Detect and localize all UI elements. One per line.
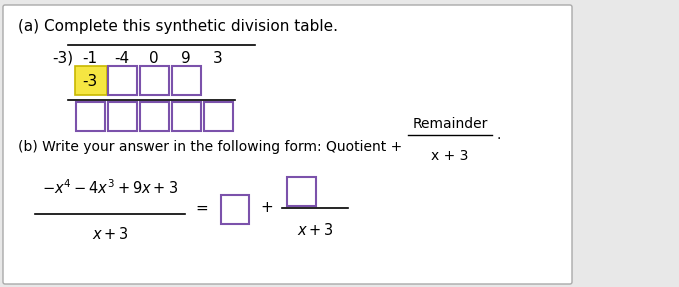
- Text: 9: 9: [181, 51, 191, 65]
- Text: $x + 3$: $x + 3$: [92, 226, 128, 242]
- Text: (b) Write your answer in the following form: Quotient +: (b) Write your answer in the following f…: [18, 140, 402, 154]
- Text: +: +: [260, 201, 273, 216]
- FancyBboxPatch shape: [76, 102, 105, 131]
- Text: -3): -3): [52, 51, 73, 65]
- FancyBboxPatch shape: [3, 5, 572, 284]
- Text: x + 3: x + 3: [431, 149, 469, 163]
- Text: $-x^4 - 4x^3 + 9x + 3$: $-x^4 - 4x^3 + 9x + 3$: [42, 178, 178, 197]
- FancyBboxPatch shape: [204, 102, 233, 131]
- Text: 0: 0: [149, 51, 159, 65]
- FancyBboxPatch shape: [140, 102, 169, 131]
- FancyBboxPatch shape: [140, 66, 169, 95]
- Text: =: =: [195, 201, 208, 216]
- Text: -1: -1: [82, 51, 98, 65]
- FancyBboxPatch shape: [172, 102, 201, 131]
- FancyBboxPatch shape: [172, 66, 201, 95]
- Text: (a) Complete this synthetic division table.: (a) Complete this synthetic division tab…: [18, 19, 338, 34]
- FancyBboxPatch shape: [108, 66, 137, 95]
- Text: Remainder: Remainder: [412, 117, 488, 131]
- Text: $x + 3$: $x + 3$: [297, 222, 333, 238]
- Text: 3: 3: [213, 51, 223, 65]
- FancyBboxPatch shape: [287, 177, 316, 206]
- FancyBboxPatch shape: [75, 66, 107, 95]
- Text: -3: -3: [82, 73, 98, 88]
- Text: .: .: [496, 128, 500, 142]
- FancyBboxPatch shape: [221, 195, 249, 224]
- FancyBboxPatch shape: [108, 102, 137, 131]
- Text: -4: -4: [115, 51, 130, 65]
